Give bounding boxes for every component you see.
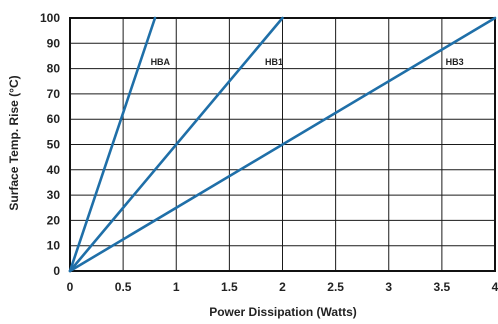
x-tick-label: 3.5: [434, 280, 451, 294]
x-tick-label: 0.5: [115, 280, 132, 294]
series-label-hb3: HB3: [446, 57, 464, 67]
y-tick-label: 40: [47, 163, 61, 177]
y-tick-label: 100: [40, 11, 60, 25]
y-tick-label: 0: [53, 264, 60, 278]
y-tick-label: 30: [47, 188, 61, 202]
x-axis-title: Power Dissipation (Watts): [209, 305, 357, 319]
x-tick-label: 1: [173, 280, 180, 294]
series-line-hba: [68, 16, 157, 273]
y-tick-label: 60: [47, 112, 61, 126]
x-tick-label: 4: [492, 280, 498, 294]
y-tick-label: 50: [47, 138, 61, 152]
x-tick-label: 0: [67, 280, 74, 294]
x-tick-label: 2.5: [327, 280, 344, 294]
series-label-hb1: HB1: [265, 57, 283, 67]
x-tick-label: 2: [279, 280, 286, 294]
x-tick-label: 1.5: [221, 280, 238, 294]
x-tick-label: 3: [385, 280, 392, 294]
y-tick-label: 20: [47, 213, 61, 227]
y-tick-label: 70: [47, 87, 61, 101]
y-tick-labels: 0 10 20 30 40 50 60 70 80 90 100: [40, 11, 60, 278]
y-tick-label: 80: [47, 62, 61, 76]
y-tick-label: 90: [47, 36, 61, 50]
series-lines: [68, 16, 497, 273]
series-label-hba: HBA: [151, 57, 171, 67]
series-line-hb1: [68, 16, 284, 273]
x-tick-labels: 0 0.5 1 1.5 2 2.5 3 3.5 4: [67, 280, 498, 294]
series-line-hb3: [68, 16, 497, 273]
series-labels: HBA HB1 HB3: [151, 57, 464, 67]
y-axis-title: Surface Temp. Rise (°C): [7, 75, 21, 210]
y-tick-label: 10: [47, 239, 61, 253]
grid: [69, 17, 496, 272]
